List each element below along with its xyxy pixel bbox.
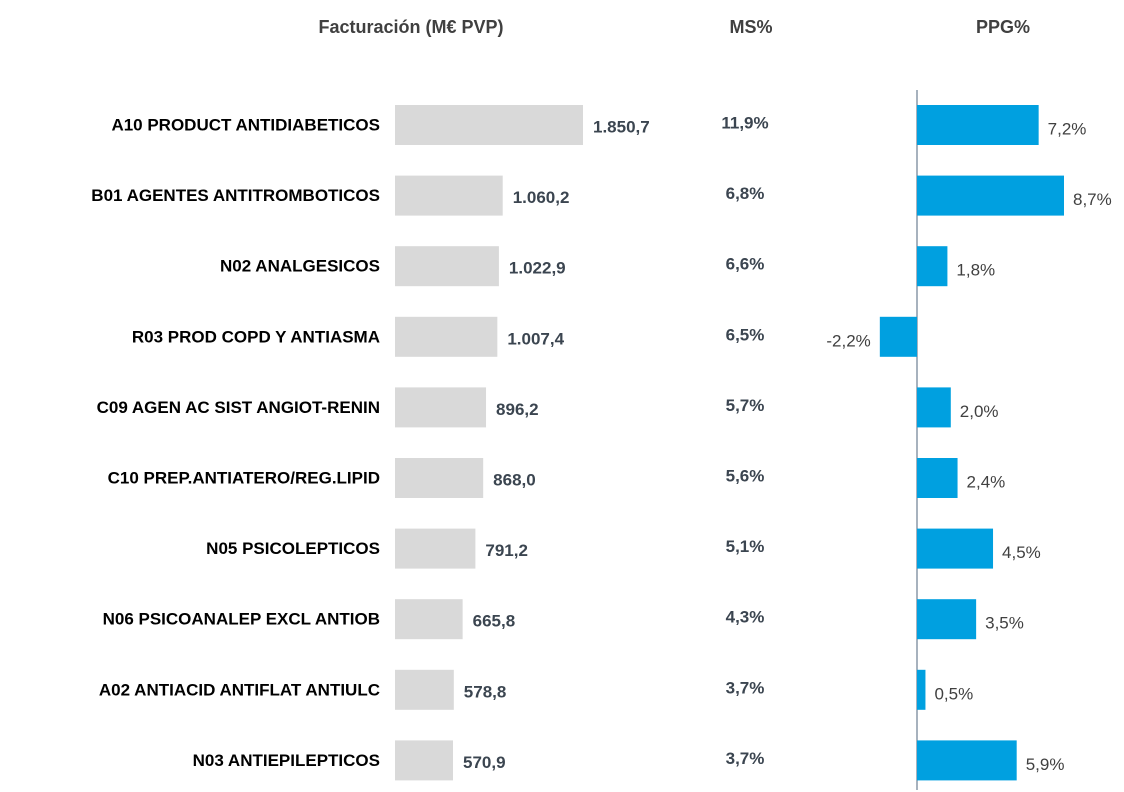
data-label: 4,3% bbox=[726, 608, 765, 627]
data-label: 1,8% bbox=[956, 261, 995, 280]
data-label: 3,7% bbox=[726, 749, 765, 768]
data-label: -2,2% bbox=[826, 331, 870, 350]
data-label: 1.007,4 bbox=[507, 329, 564, 348]
data-label: 1.060,2 bbox=[513, 188, 570, 207]
category-label: C10 PREP.ANTIATERO/REG.LIPID bbox=[108, 468, 380, 487]
category-label: A10 PRODUCT ANTIDIABETICOS bbox=[111, 115, 380, 134]
data-label: 1.022,9 bbox=[509, 259, 566, 278]
bar bbox=[917, 387, 951, 428]
bar bbox=[395, 246, 499, 287]
category-label: R03 PROD COPD Y ANTIASMA bbox=[132, 327, 380, 346]
chart-title: MS% bbox=[729, 17, 772, 37]
data-label: 6,8% bbox=[726, 184, 765, 203]
data-label: 2,0% bbox=[960, 402, 999, 421]
bar bbox=[395, 316, 498, 357]
category-label: N03 ANTIEPILEPTICOS bbox=[193, 751, 380, 770]
data-label: 6,5% bbox=[726, 325, 765, 344]
data-label: 578,8 bbox=[464, 682, 507, 701]
bar bbox=[917, 105, 1039, 145]
bar bbox=[395, 175, 503, 216]
bar bbox=[395, 599, 463, 640]
data-label: 5,6% bbox=[726, 466, 765, 485]
bar bbox=[395, 458, 484, 498]
data-label: 7,2% bbox=[1048, 119, 1087, 138]
chart-title: PPG% bbox=[976, 17, 1030, 37]
data-label: 1.850,7 bbox=[593, 117, 650, 136]
data-label: 5,9% bbox=[1026, 755, 1065, 774]
bar bbox=[395, 387, 487, 428]
bar bbox=[917, 740, 1017, 781]
chart-title: Facturación (M€ PVP) bbox=[318, 17, 503, 37]
data-label: 4,5% bbox=[1002, 543, 1041, 562]
data-label: 8,7% bbox=[1073, 190, 1112, 209]
bar bbox=[917, 246, 948, 287]
data-label: 570,9 bbox=[463, 753, 506, 772]
data-label: 868,0 bbox=[493, 470, 536, 489]
bar bbox=[395, 669, 454, 710]
data-label: 2,4% bbox=[967, 472, 1006, 491]
data-label: 5,7% bbox=[726, 396, 765, 415]
bar bbox=[395, 740, 453, 781]
bar bbox=[917, 669, 926, 710]
data-label: 896,2 bbox=[496, 400, 539, 419]
bar bbox=[917, 458, 958, 498]
category-label: N02 ANALGESICOS bbox=[220, 257, 380, 276]
bar bbox=[395, 528, 476, 569]
category-label: C09 AGEN AC SIST ANGIOT-RENIN bbox=[97, 398, 380, 417]
data-label: 11,9% bbox=[721, 113, 768, 132]
data-label: 0,5% bbox=[934, 684, 973, 703]
category-label: B01 AGENTES ANTITROMBOTICOS bbox=[91, 186, 380, 205]
data-label: 791,2 bbox=[485, 541, 528, 560]
bar bbox=[395, 105, 583, 145]
category-label: N05 PSICOLEPTICOS bbox=[206, 539, 380, 558]
data-label: 3,5% bbox=[985, 614, 1024, 633]
data-label: 665,8 bbox=[473, 612, 516, 631]
bar bbox=[917, 599, 977, 640]
data-label: 3,7% bbox=[726, 678, 765, 697]
bar bbox=[917, 528, 994, 569]
data-label: 5,1% bbox=[726, 537, 765, 556]
bar bbox=[879, 316, 917, 357]
category-label: A02 ANTIACID ANTIFLAT ANTIULC bbox=[99, 680, 380, 699]
data-label: 6,6% bbox=[726, 255, 765, 274]
category-label: N06 PSICOANALEP EXCL ANTIOB bbox=[103, 610, 380, 629]
bar bbox=[917, 175, 1064, 216]
